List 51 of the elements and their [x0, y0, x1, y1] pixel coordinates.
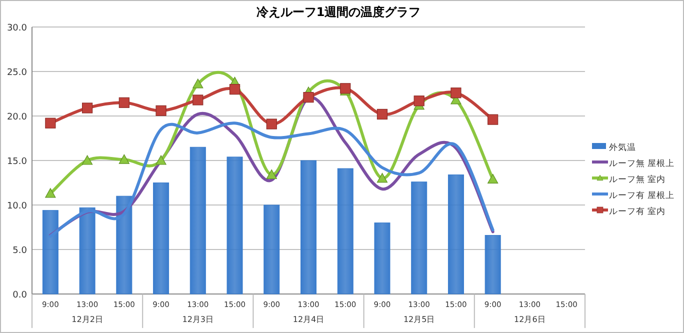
- y-tick-label: 30.0: [6, 24, 28, 34]
- bar: [448, 174, 464, 294]
- point: [303, 92, 314, 103]
- bar: [190, 146, 206, 294]
- point: [229, 84, 240, 95]
- y-tick-label: 5.0: [12, 246, 28, 256]
- point: [192, 94, 204, 106]
- bar: [264, 204, 280, 294]
- bar: [337, 168, 354, 294]
- legend-label: ルーフ有 屋根上: [609, 190, 675, 201]
- bar: [411, 182, 428, 294]
- bar: [300, 160, 316, 294]
- y-tick-label: 20.0: [6, 112, 28, 122]
- point: [118, 154, 130, 164]
- point: [82, 155, 93, 165]
- text: 12月4日: [292, 315, 324, 324]
- y-tick-label: 15.0: [6, 157, 28, 167]
- bar: [484, 235, 501, 294]
- y-tick-label: 0.0: [12, 290, 28, 300]
- point: [118, 97, 130, 108]
- text: 12月5日: [403, 315, 435, 324]
- text: 12月6日: [514, 315, 546, 324]
- point: [450, 88, 462, 98]
- point: [376, 108, 388, 120]
- point: [488, 114, 498, 125]
- bar: [226, 156, 243, 294]
- y-tick-label: 25.0: [6, 68, 28, 78]
- point: [488, 174, 498, 184]
- point: [156, 155, 166, 165]
- point: [45, 188, 56, 198]
- point: [192, 78, 204, 88]
- bar: [374, 222, 390, 294]
- legend-label: ルーフ無 屋根上: [609, 158, 675, 169]
- point: [266, 118, 277, 130]
- legend-label: ルーフ有 室内: [609, 206, 666, 217]
- bar: [116, 196, 132, 294]
- y-tick-label: 10.0: [6, 202, 28, 212]
- bar: [42, 210, 58, 294]
- point: [266, 169, 277, 180]
- point: [414, 96, 424, 106]
- legend-label: ルーフ無 室内: [609, 174, 666, 185]
- bar: [153, 182, 170, 294]
- point: [156, 105, 166, 116]
- legend-label: 外気温: [609, 142, 636, 153]
- bar: [79, 207, 96, 294]
- text: 12月3日: [182, 315, 214, 324]
- point: [376, 173, 388, 183]
- chart-title: 冷えルーフ1週間の温度グラフ: [256, 5, 421, 19]
- text: 12月2日: [72, 315, 103, 324]
- point: [82, 102, 93, 114]
- point: [45, 118, 56, 128]
